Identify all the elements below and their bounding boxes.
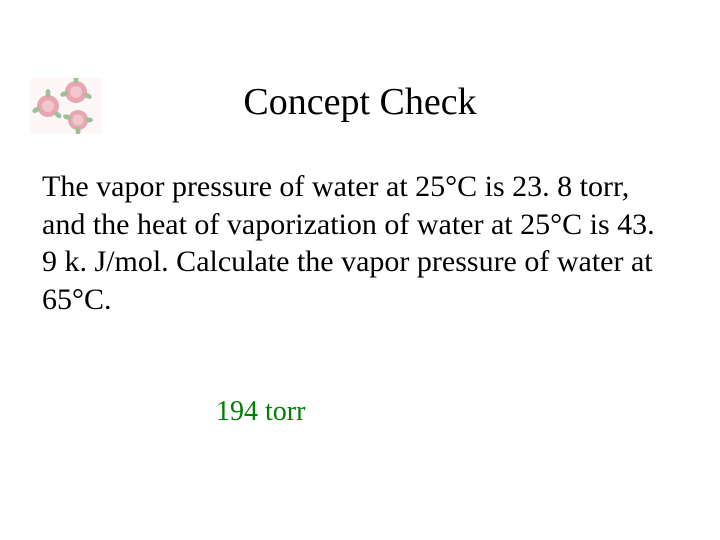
problem-statement: The vapor pressure of water at 25°C is 2… [42, 168, 672, 318]
slide-title: Concept Check [0, 82, 720, 124]
slide: Concept Check The vapor pressure of wate… [0, 0, 720, 540]
answer-text: 194 torr [216, 395, 305, 429]
